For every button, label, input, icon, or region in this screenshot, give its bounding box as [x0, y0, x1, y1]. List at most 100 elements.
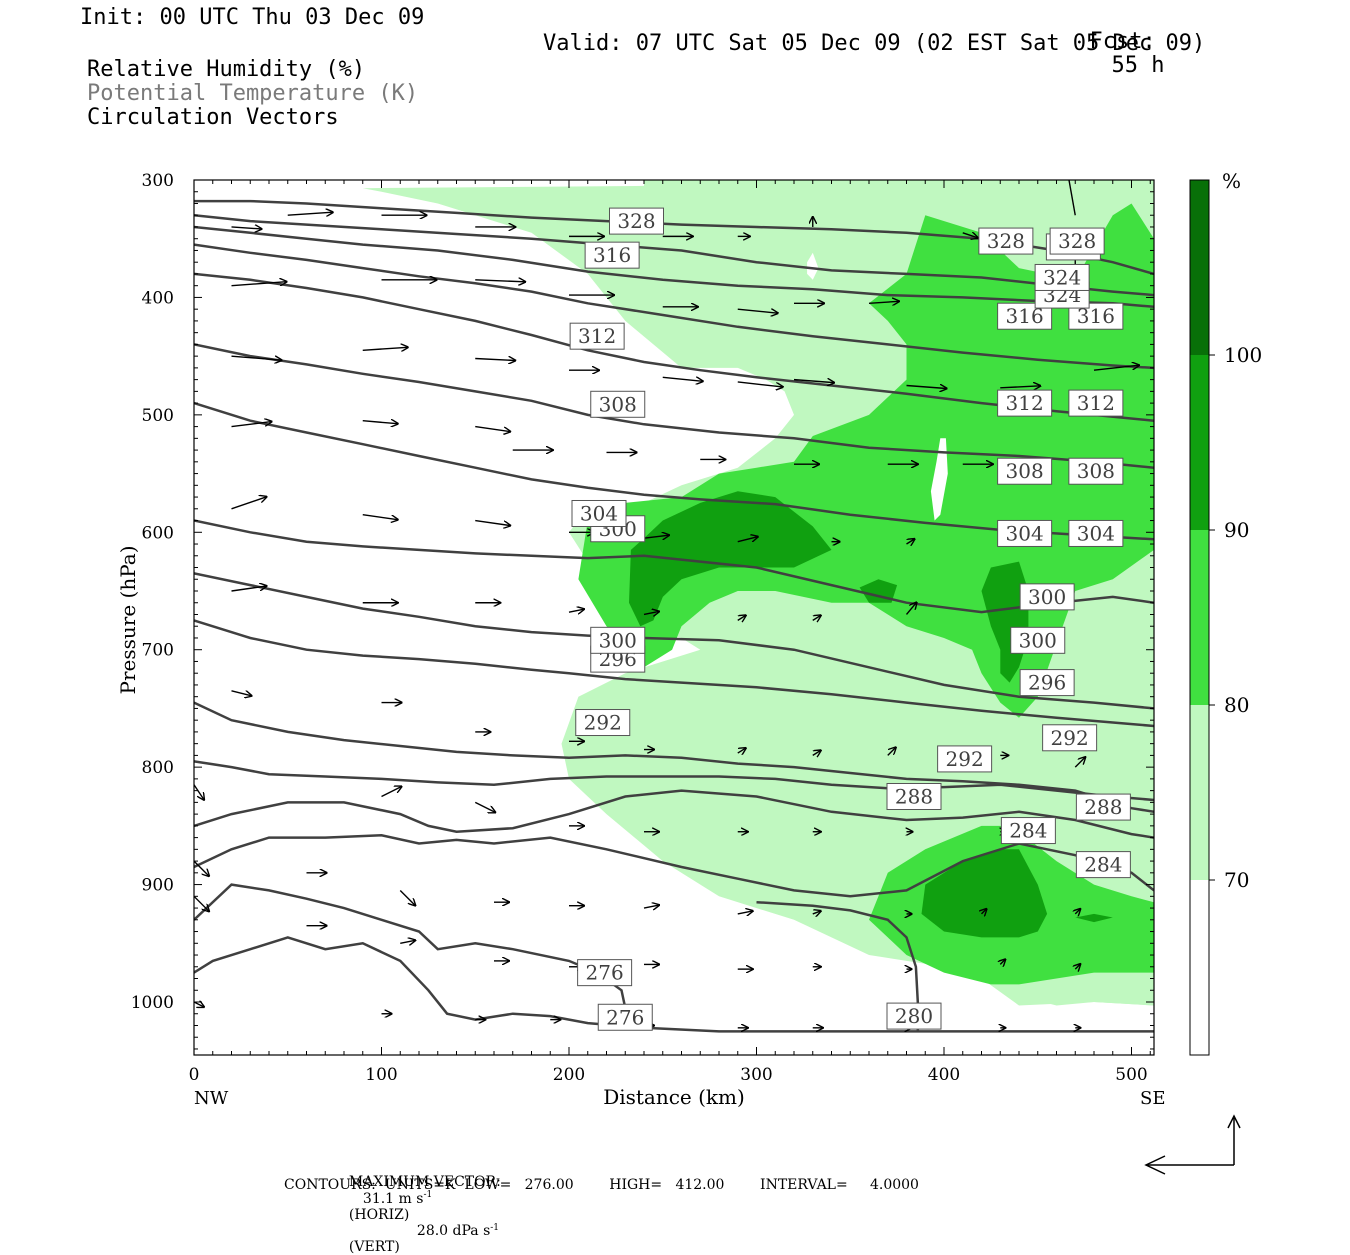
circulation-vector [643, 611, 659, 614]
x-tick-label: 100 [365, 1065, 397, 1085]
theta-contour-284 [194, 834, 1154, 898]
contour-label-box [584, 241, 640, 269]
rh-region-90 [629, 491, 832, 627]
y-tick-label: 700 [142, 641, 174, 661]
circulation-vector [194, 860, 209, 876]
circulation-vector [1093, 365, 1139, 371]
contour-label-box [1075, 851, 1131, 879]
contour-label-text: 308 [599, 392, 637, 416]
contour-label-text: 324 [1043, 265, 1081, 289]
circulation-vector [962, 233, 978, 238]
circulation-vector [1068, 180, 1076, 216]
forecast-hour: Fcst: 55 h [1063, 6, 1165, 78]
circulation-vector [812, 911, 821, 914]
contour-label-292: 292 [575, 709, 631, 737]
circulation-vector [475, 519, 510, 526]
contour-label-box [1049, 227, 1105, 255]
y-tick-label: 900 [142, 876, 174, 896]
contour-label-text: 316 [593, 243, 631, 267]
x-tick-label: 400 [928, 1065, 960, 1085]
max-vert-unit: (VERT) [348, 1239, 400, 1255]
valid-time: Valid: 07 UTC Sat 05 Dec 09 (02 EST Sat … [543, 31, 1206, 56]
contour-label-box [577, 959, 633, 987]
colorbar-segment [1190, 355, 1209, 530]
y-tick-label: 800 [142, 758, 174, 778]
colorbar-segment [1190, 180, 1209, 355]
circulation-vector [475, 425, 510, 432]
y-tick-label: 300 [142, 171, 174, 191]
circulation-vector [474, 801, 495, 812]
circulation-vector [905, 602, 917, 615]
theta-contour-300 [194, 519, 1154, 614]
contour-label-text: 280 [895, 1004, 933, 1028]
circulation-vector [231, 497, 267, 510]
contour-label-312: 312 [569, 322, 625, 350]
contour-label-304: 304 [1068, 519, 1124, 547]
reference-vector-icon [1144, 1114, 1241, 1175]
circulation-vector [1075, 909, 1080, 914]
contour-label-box [569, 322, 625, 350]
circulation-vector [231, 586, 267, 592]
theta-contour-292 [194, 701, 1154, 814]
contour-label-text: 292 [946, 747, 984, 771]
circulation-vector [662, 376, 703, 381]
circulation-vector [231, 282, 287, 287]
contour-label-328: 328 [1049, 227, 1105, 255]
contour-label-304: 304 [571, 499, 627, 527]
contour-label-text: 308 [1006, 459, 1044, 483]
contour-label-text: 312 [578, 324, 616, 348]
contour-label-text: 276 [606, 1005, 644, 1029]
rh-shading [362, 180, 1154, 1006]
contour-label-box [1000, 817, 1056, 845]
rh-region-90 [859, 579, 898, 603]
x-tick-label: 200 [553, 1065, 585, 1085]
theta-contour-320 [194, 225, 1154, 309]
forecast-value: 55 h [1111, 53, 1165, 78]
contour-label-276: 276 [577, 959, 633, 987]
contour-label-300: 300 [590, 626, 646, 654]
circulation-vector [287, 212, 333, 215]
contour-label-text: 296 [1028, 671, 1066, 695]
x-tick-label: 300 [740, 1065, 772, 1085]
contour-label-text: 328 [617, 209, 655, 233]
theta-contour-316 [194, 243, 1154, 370]
circulation-vector [887, 747, 896, 756]
theta-contour-296 [194, 619, 1154, 728]
contour-label-316: 316 [584, 241, 640, 269]
circulation-vector [568, 609, 584, 612]
x-axis-nw: NW [194, 1088, 229, 1109]
contour-label-box [575, 709, 631, 737]
contour-label-box [609, 207, 664, 235]
contour-label-280: 280 [886, 1002, 942, 1030]
contour-label-box [590, 626, 646, 654]
contour-label-text: 300 [1028, 585, 1066, 609]
theta-contour-312 [194, 272, 1154, 422]
contour-label-box [886, 1002, 942, 1030]
contour-label-text: 304 [1006, 521, 1044, 545]
init-time: Init: 00 UTC Thu 03 Dec 09 [80, 5, 425, 30]
y-tick-label: 1000 [131, 993, 174, 1013]
circulation-vector [475, 280, 525, 282]
y-axis-label: Pressure (hPa) [116, 546, 140, 695]
circulation-vector [906, 539, 915, 544]
circulation-vector [381, 787, 402, 798]
contour-label-box [1075, 793, 1131, 821]
circulation-vector [737, 748, 746, 753]
circulation-vector [1075, 964, 1080, 969]
colorbar-level-90: 90 [1224, 518, 1249, 542]
forecast-label: Fcst: [1089, 29, 1156, 54]
colorbar: 70 80 90 100 [1189, 179, 1262, 1056]
contour-label-box [1034, 263, 1090, 291]
circulation-vector [868, 301, 899, 303]
y-tick-label: 400 [142, 288, 174, 308]
circulation-vector [906, 386, 947, 389]
contour-label-box [1068, 519, 1124, 547]
circulation-vector [399, 889, 415, 905]
contour-label-box [1068, 457, 1124, 485]
rh-region-90 [1075, 913, 1113, 923]
circulation-vector [737, 308, 778, 313]
circulation-vector [400, 940, 415, 943]
contour-label-284: 284 [1075, 851, 1131, 879]
